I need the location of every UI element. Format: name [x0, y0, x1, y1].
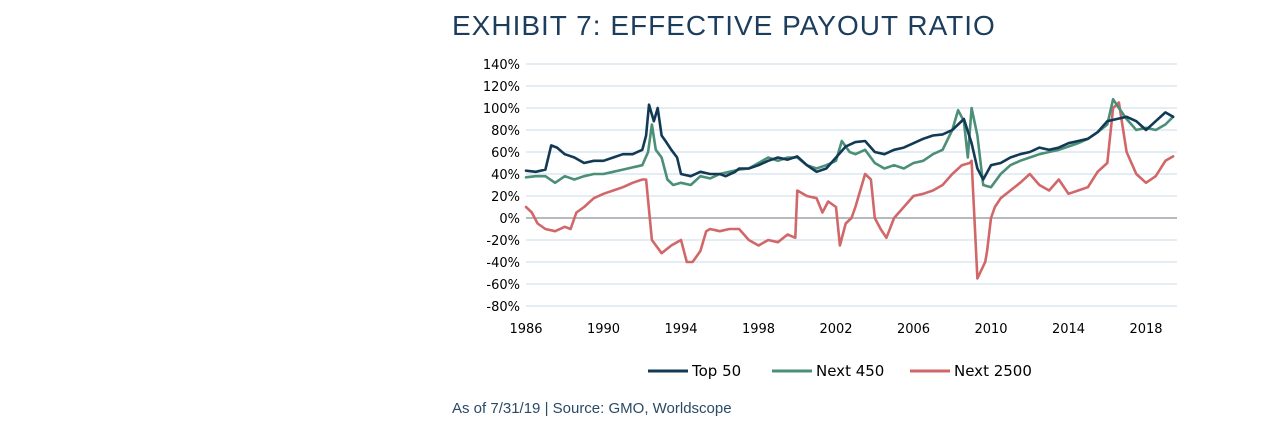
- x-tick-label: 1990: [587, 322, 620, 337]
- y-tick-label: 120%: [483, 80, 520, 95]
- y-tick-label: 140%: [483, 58, 520, 73]
- x-tick-label: 2010: [974, 322, 1007, 337]
- legend-label-top50: Top 50: [691, 362, 741, 380]
- legend-label-next450: Next 450: [816, 362, 884, 380]
- x-tick-label: 2006: [897, 322, 930, 337]
- y-tick-label: 60%: [491, 146, 520, 161]
- y-tick-label: -40%: [486, 256, 520, 271]
- y-tick-label: 80%: [491, 124, 520, 139]
- y-axis-ticks: -80% -60% -40% -20% 0% 20% 40% 60% 80% 100% 120% 14…: [483, 58, 520, 315]
- y-tick-label: 100%: [483, 102, 520, 117]
- x-tick-label: 1986: [509, 322, 542, 337]
- y-tick-label: -80%: [486, 300, 520, 315]
- x-tick-label: 2002: [819, 322, 852, 337]
- y-tick-label: -60%: [486, 278, 520, 293]
- x-tick-label: 1994: [664, 322, 697, 337]
- source-note: As of 7/31/19 | Source: GMO, Worldscope: [452, 400, 732, 417]
- x-tick-label: 1998: [742, 322, 775, 337]
- series-next450-line: [524, 97, 1175, 189]
- y-tick-label: 20%: [491, 190, 520, 205]
- x-tick-label: 2014: [1052, 322, 1085, 337]
- legend: Top 50 Next 450 Next 2500: [648, 362, 1032, 380]
- x-axis-ticks: 1986 1990 1994 1998 2002 2006 2010 2014 2018: [509, 322, 1162, 337]
- series-next2500-line: [524, 101, 1175, 280]
- y-tick-label: 40%: [491, 168, 520, 183]
- gridlines: [526, 63, 1177, 307]
- y-tick-label: 0%: [499, 212, 520, 227]
- legend-label-next2500: Next 2500: [954, 362, 1032, 380]
- x-tick-label: 2018: [1129, 322, 1162, 337]
- series-lines: [524, 97, 1175, 280]
- series-top50-line: [524, 103, 1175, 181]
- chart-title: EXHIBIT 7: EFFECTIVE PAYOUT RATIO: [452, 10, 996, 41]
- y-tick-label: -20%: [486, 234, 520, 249]
